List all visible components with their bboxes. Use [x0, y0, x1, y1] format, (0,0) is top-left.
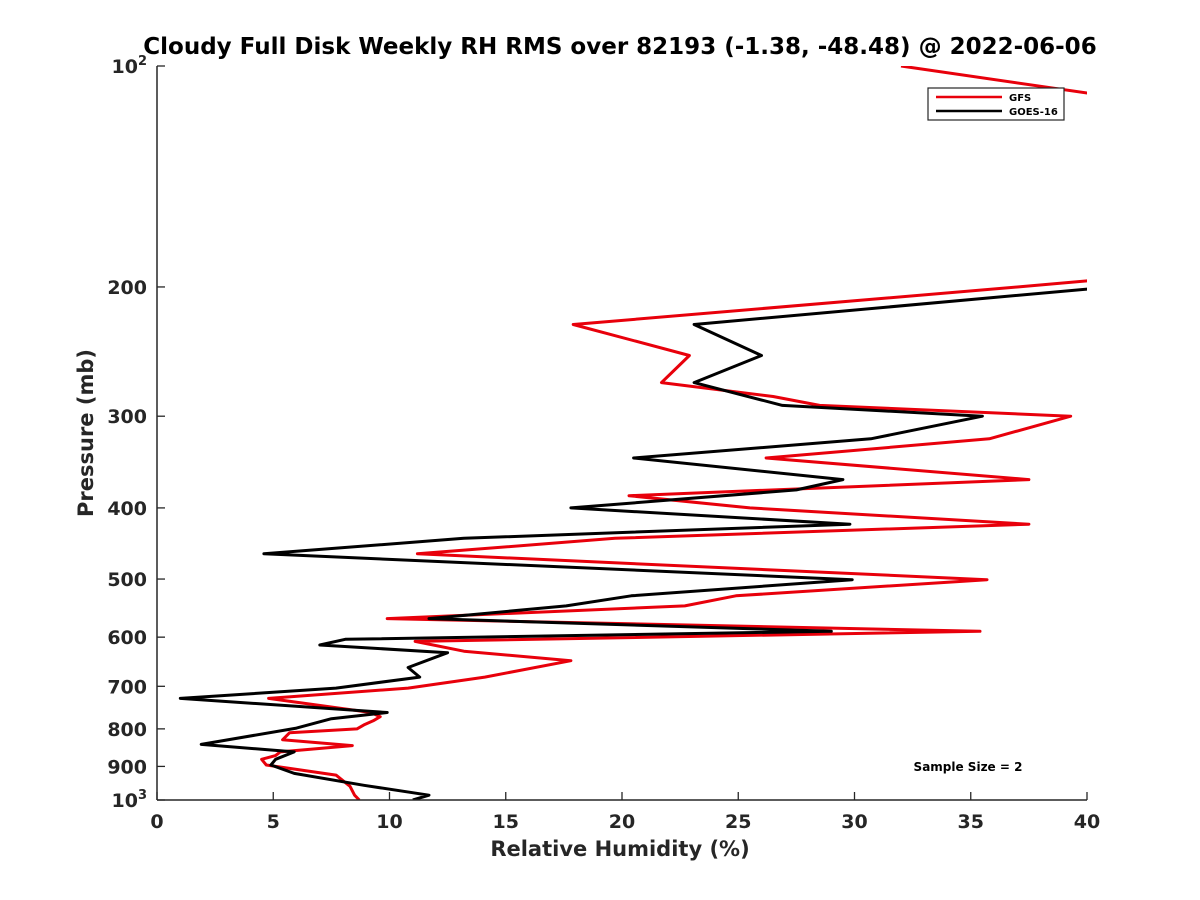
- x-tick-label: 0: [150, 811, 163, 833]
- y-tick-label: 600: [107, 627, 147, 649]
- x-tick-label: 5: [267, 811, 280, 833]
- legend-label-goes16: GOES-16: [1009, 107, 1058, 118]
- sample-size-annotation: Sample Size = 2: [914, 760, 1023, 774]
- x-tick-label: 40: [1074, 811, 1100, 833]
- y-ticks: 102 200 300 400 500 600 700 800 900 103: [107, 54, 165, 812]
- y-axis-label: Pressure (mb): [74, 349, 98, 517]
- x-ticks: 0 5 10 15 20 25 30 35 40: [150, 792, 1100, 833]
- legend-box: [927, 87, 1065, 121]
- x-tick-label: 20: [609, 811, 635, 833]
- x-tick-label: 35: [958, 811, 984, 833]
- series-line-goes-16: [178, 287, 1087, 800]
- legend-label-gfs: GFS: [1009, 93, 1031, 104]
- y-tick-label: 900: [107, 756, 147, 778]
- x-tick-label: 15: [493, 811, 519, 833]
- x-tick-label: 30: [841, 811, 867, 833]
- y-tick-label: 500: [107, 569, 147, 591]
- series-line-gfs: [260, 66, 1087, 800]
- x-axis-label: Relative Humidity (%): [490, 837, 749, 861]
- series-layer: [178, 66, 1087, 800]
- y-tick-label: 700: [107, 676, 147, 698]
- y-tick-label: 103: [112, 788, 148, 812]
- y-tick-label: 200: [107, 277, 147, 299]
- x-tick-label: 10: [376, 811, 402, 833]
- y-tick-label: 800: [107, 719, 147, 741]
- y-tick-label: 400: [107, 498, 147, 520]
- y-tick-label: 102: [112, 54, 148, 78]
- legend: GFS GOES-16: [927, 87, 1065, 121]
- x-tick-label: 25: [725, 811, 751, 833]
- chart-title: Cloudy Full Disk Weekly RH RMS over 8219…: [143, 34, 1096, 60]
- y-tick-label: 300: [107, 406, 147, 428]
